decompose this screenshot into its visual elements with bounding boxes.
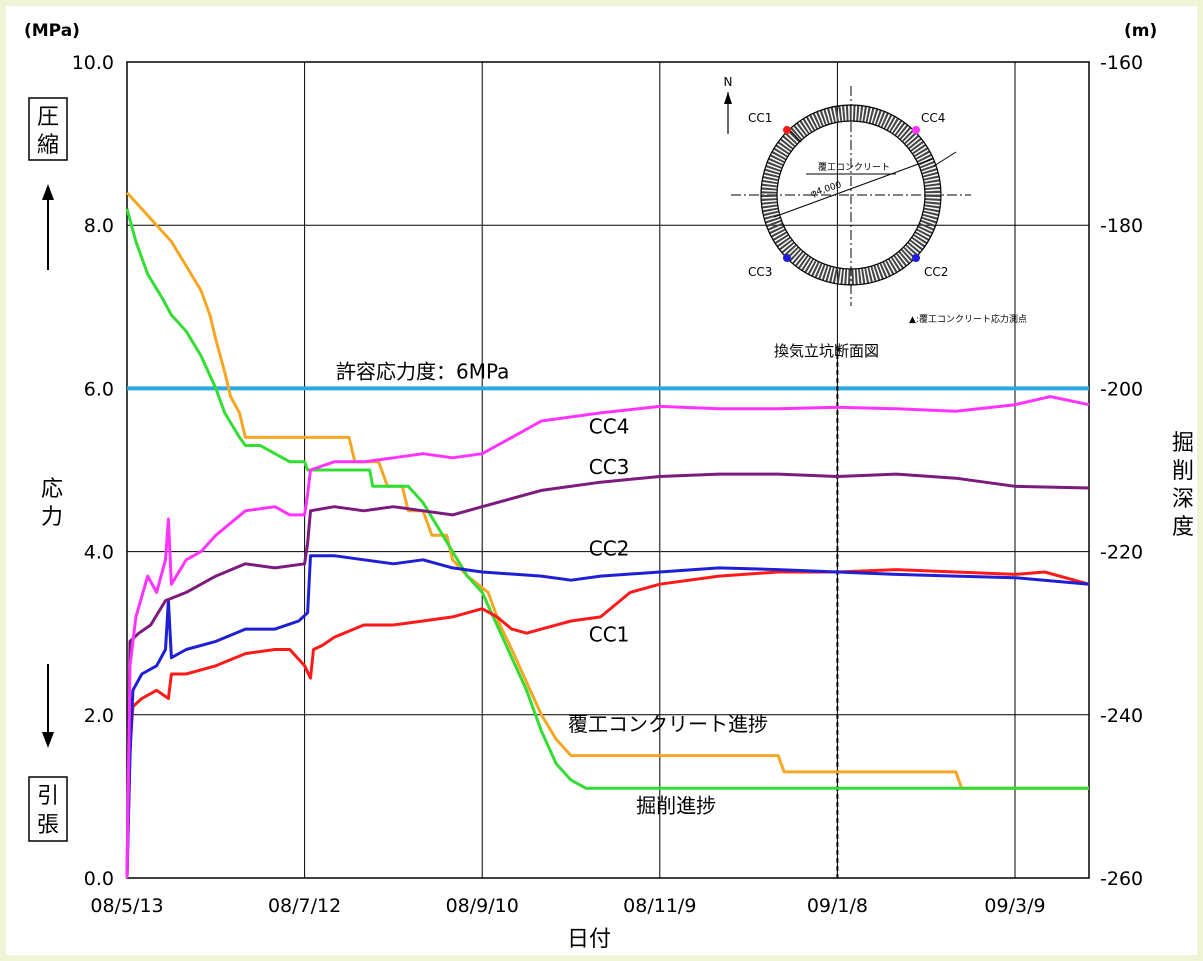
- north-label: N: [724, 75, 733, 89]
- grid: [127, 62, 1089, 878]
- cc2-point: [912, 254, 920, 262]
- series-line-3: [125, 395, 1090, 879]
- series-label-0: CC1: [589, 622, 630, 646]
- cc1-point: [783, 126, 791, 134]
- tension-char-2: 張: [37, 813, 59, 838]
- x-tick-label: 08/7/12: [268, 895, 341, 917]
- cc2-label: CC2: [924, 265, 948, 279]
- stress-chart: (MPa) (m) 0.0 2.0 4.0 6.0 8.0 10.0 -160 -180 -2…: [24, 21, 1194, 952]
- x-tick-label: 09/1/8: [807, 895, 868, 917]
- chart-frame: (MPa) (m) 0.0 2.0 4.0 6.0 8.0 10.0 -160 -180 -2…: [6, 6, 1197, 955]
- y2-tick-label: -240: [1100, 705, 1143, 727]
- compression-box: [28, 97, 68, 161]
- diameter-label: φ4,000: [810, 180, 844, 199]
- y2-label-char-3: 深: [1172, 487, 1194, 512]
- compression-char-2: 縮: [37, 133, 59, 158]
- cc3-point: [783, 254, 791, 262]
- y2-tick-labels: -160 -180 -200 -220 -240 -260: [1100, 52, 1143, 890]
- lining-inner-edge: [776, 120, 926, 270]
- y2-label-char-1: 掘: [1172, 431, 1194, 456]
- y-label-char-2: 力: [41, 505, 63, 530]
- y2-tick-label: -220: [1100, 542, 1143, 564]
- y2-unit: (m): [1124, 21, 1157, 41]
- y-tick-label: 10.0: [72, 52, 114, 74]
- compression-char-1: 圧: [37, 105, 59, 130]
- tension-char-1: 引: [37, 784, 59, 809]
- y2-label-char-2: 削: [1172, 459, 1194, 484]
- y2-label-char-4: 度: [1172, 515, 1194, 540]
- lining-label: 覆工コンクリート: [818, 162, 890, 173]
- x-tick-label: 08/9/10: [446, 895, 519, 917]
- x-tick-labels: 08/5/13 08/7/12 08/9/10 08/11/9 09/1/8 09/3/9: [90, 895, 1045, 917]
- y-tick-label: 8.0: [84, 215, 114, 237]
- y-unit: (MPa): [24, 21, 80, 41]
- series-label-2: CC3: [589, 455, 630, 479]
- lining-ring: [761, 105, 941, 285]
- y-tick-labels: 0.0 2.0 4.0 6.0 8.0 10.0: [72, 52, 114, 890]
- y2-tick-label: -200: [1100, 378, 1143, 400]
- series-label-1: CC2: [589, 537, 630, 561]
- north-arrow-icon: [724, 92, 732, 134]
- plot-border: [126, 61, 1090, 879]
- x-tick-label: 08/11/9: [623, 895, 696, 917]
- allowable-stress-label: 許容応力度：6MPa: [336, 359, 509, 383]
- series-line-2: [125, 472, 1090, 879]
- series-label-4: 覆工コンクリート進捗: [568, 712, 768, 736]
- y-tick-label: 6.0: [84, 378, 114, 400]
- x-axis-label: 日付: [567, 927, 611, 952]
- series-line-5: [125, 208, 1089, 790]
- x-tick-label: 08/5/13: [90, 895, 163, 917]
- inset-caption: 換気立坑断面図: [774, 342, 879, 360]
- y2-tick-label: -260: [1100, 868, 1143, 890]
- y-tick-label: 4.0: [84, 542, 114, 564]
- x-tick-label: 09/3/9: [984, 895, 1045, 917]
- series-label-3: CC4: [589, 414, 630, 438]
- series-lines: [125, 191, 1090, 879]
- inset-legend: ▲:覆工コンクリート応力測点: [909, 313, 1027, 325]
- cc4-point: [912, 126, 920, 134]
- series-line-4: [125, 191, 1089, 790]
- series-line-1: [125, 554, 1090, 879]
- cc4-label: CC4: [921, 111, 945, 125]
- y2-tick-label: -160: [1100, 52, 1143, 74]
- diameter-line: [773, 158, 933, 218]
- up-arrow-icon: [42, 184, 54, 270]
- y-tick-label: 2.0: [84, 705, 114, 727]
- down-arrow-icon: [42, 664, 54, 748]
- y-tick-label: 0.0: [84, 868, 114, 890]
- y-label-char-1: 応: [41, 477, 63, 502]
- cc3-label: CC3: [748, 265, 772, 279]
- tension-box: [28, 776, 68, 842]
- series-line-0: [125, 568, 1090, 879]
- lining-thickness-pointer: [933, 151, 957, 167]
- shaft-cross-section-inset: N 覆工コンクリート φ4,000 CC1 CC4 CC3 CC2 ▲:覆工コン…: [724, 75, 1027, 360]
- y2-tick-label: -180: [1100, 215, 1143, 237]
- series-label-5: 掘削進捗: [636, 794, 716, 818]
- lining-outer-edge: [760, 104, 942, 286]
- cc1-label: CC1: [748, 111, 772, 125]
